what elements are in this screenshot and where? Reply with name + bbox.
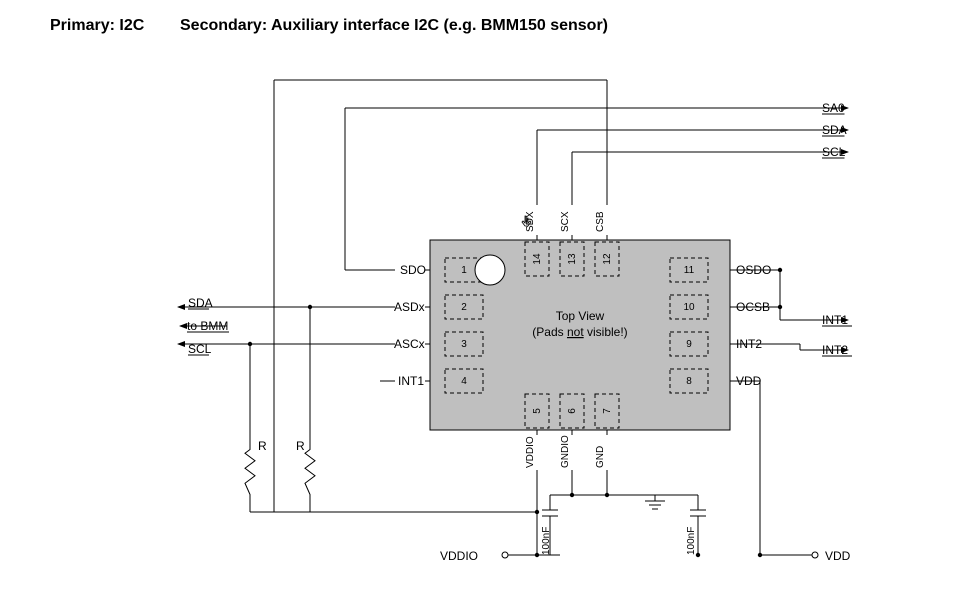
svg-text:to BMM: to BMM: [187, 319, 228, 333]
svg-text:4: 4: [461, 376, 467, 387]
pin-labels-left: SDO ASDx ASCx INT1: [394, 263, 430, 388]
svg-text:VDDIO: VDDIO: [525, 436, 536, 468]
svg-text:11: 11: [684, 265, 695, 276]
svg-text:5: 5: [532, 408, 543, 414]
svg-text:SDA: SDA: [822, 123, 847, 137]
svg-text:3: 3: [461, 339, 467, 350]
svg-text:2: 2: [461, 302, 467, 313]
svg-text:ASCx: ASCx: [394, 337, 425, 351]
schematic-diagram: Primary: I2C Secondary: Auxiliary interf…: [0, 0, 956, 607]
chip-topview-line1: Top View: [556, 309, 605, 323]
svg-text:SCL: SCL: [188, 342, 212, 356]
svg-text:ASDx: ASDx: [394, 300, 425, 314]
svg-text:SDX: SDX: [525, 211, 536, 232]
svg-text:SA0: SA0: [822, 101, 845, 115]
svg-text:8: 8: [686, 376, 692, 387]
svg-text:100nF: 100nF: [541, 527, 552, 555]
svg-text:GNDIO: GNDIO: [560, 435, 571, 468]
svg-text:SCX: SCX: [560, 211, 571, 232]
orientation-dot: [475, 255, 505, 285]
svg-text:12: 12: [602, 253, 613, 265]
diagram-title-secondary: Secondary: Auxiliary interface I2C (e.g.…: [180, 17, 608, 34]
svg-text:SDO: SDO: [400, 263, 426, 277]
pin-labels-top: SDX SCX CSB: [525, 211, 607, 240]
svg-text:INT2: INT2: [822, 343, 848, 357]
svg-text:GND: GND: [595, 446, 606, 468]
svg-text:INT1: INT1: [822, 313, 848, 327]
svg-text:VDD: VDD: [825, 549, 851, 563]
svg-text:CSB: CSB: [595, 211, 606, 232]
svg-text:7: 7: [602, 408, 613, 414]
svg-text:10: 10: [683, 302, 695, 313]
svg-text:SDA: SDA: [188, 296, 213, 310]
svg-text:1: 1: [461, 265, 467, 276]
svg-text:VDDIO: VDDIO: [440, 549, 478, 563]
svg-text:6: 6: [567, 408, 578, 414]
pin-labels-bottom: VDDIO GNDIO GND: [525, 430, 607, 468]
svg-text:INT1: INT1: [398, 374, 424, 388]
chip-topview-line2: (Pads not visible!): [532, 325, 627, 339]
svg-text:R: R: [258, 439, 267, 453]
svg-text:14: 14: [532, 253, 543, 265]
pin-labels-right: OSDOOCSBINT2VDD: [730, 263, 771, 388]
svg-text:100nF: 100nF: [686, 527, 697, 555]
svg-text:SCL: SCL: [822, 145, 846, 159]
svg-text:R: R: [296, 439, 305, 453]
diagram-title-primary: Primary: I2C: [50, 17, 145, 34]
svg-text:9: 9: [686, 339, 692, 350]
svg-text:13: 13: [567, 253, 578, 265]
